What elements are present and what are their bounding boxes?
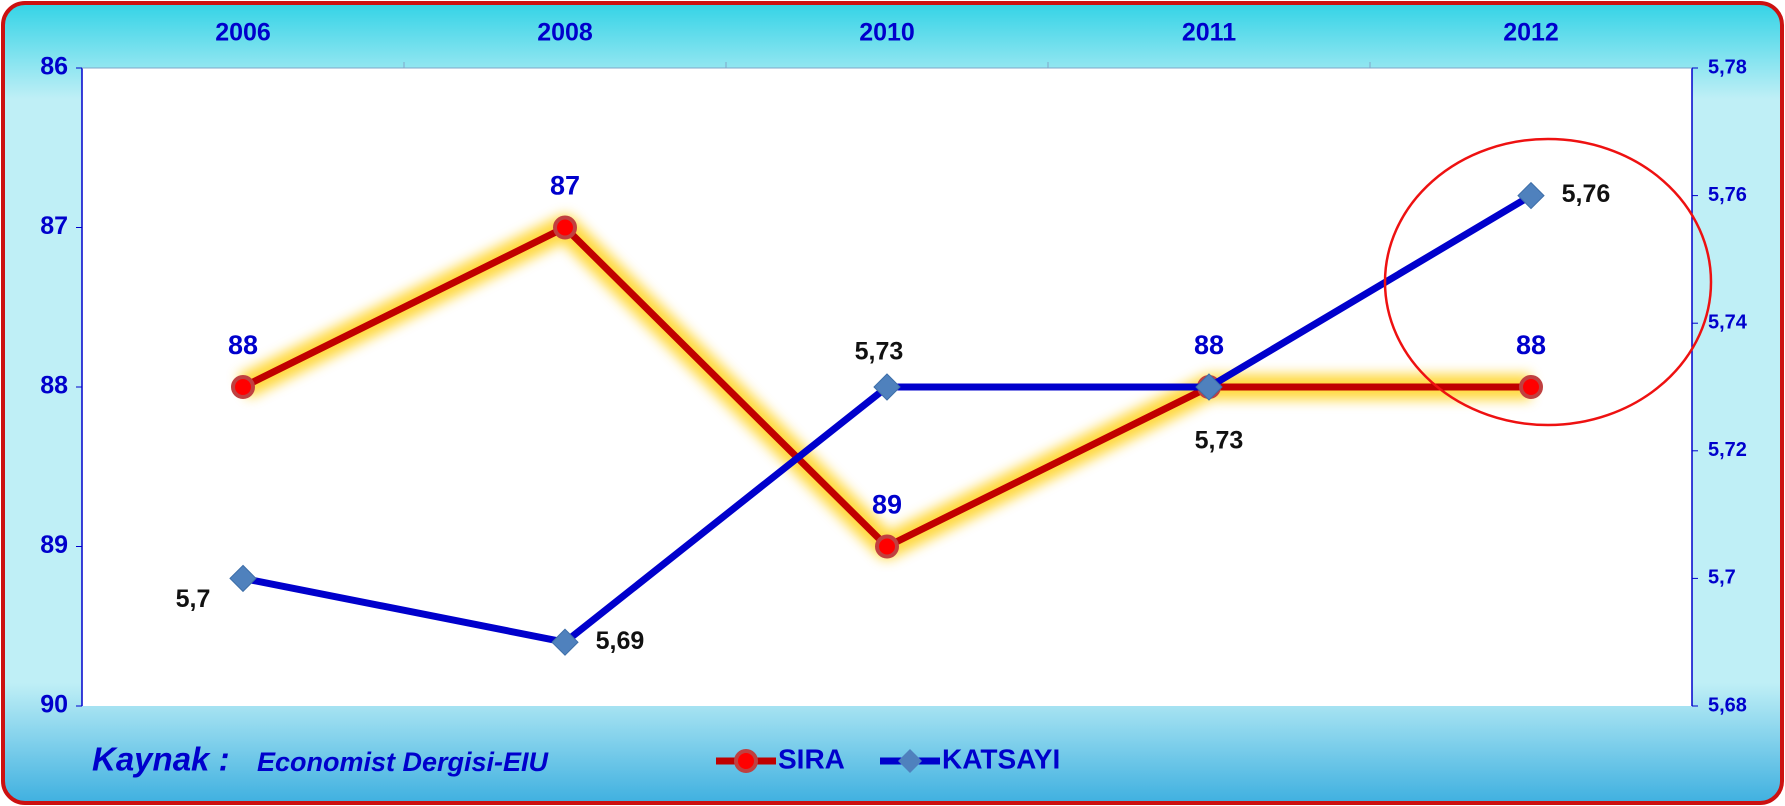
y2-tick-label: 5,74 (1708, 311, 1748, 333)
data-label: 5,73 (1195, 427, 1244, 455)
data-label: 5,76 (1562, 180, 1611, 208)
y2-tick-label: 5,78 (1708, 56, 1747, 78)
highlight-circle (1383, 137, 1713, 427)
y2-tick-label: 5,68 (1708, 694, 1747, 716)
y-tick-label: 87 (40, 212, 68, 240)
source-label: Kaynak : (92, 741, 230, 778)
legend-marker (734, 749, 758, 773)
x-tick-label: 2011 (1182, 19, 1236, 47)
x-tick-label: 2006 (215, 19, 271, 47)
marker (1195, 373, 1223, 401)
marker (1517, 181, 1545, 210)
source: Economist Dergisi-EIU (257, 747, 550, 777)
y-tick-label: 89 (40, 531, 68, 559)
y2-tick-label: 5,7 (1708, 567, 1736, 589)
data-label: 5,73 (855, 338, 904, 366)
marker (873, 373, 901, 401)
legend-label: KATSAYI (942, 743, 1060, 774)
y2-tick-label: 5,76 (1708, 184, 1747, 206)
y-tick-label: 88 (40, 372, 68, 400)
data-label: 88 (1516, 330, 1546, 360)
marker (875, 534, 899, 559)
marker (231, 375, 255, 399)
marker (1519, 375, 1543, 399)
data-label: 88 (228, 330, 258, 360)
x-tick-label: 2012 (1503, 19, 1559, 47)
x-tick-label: 2010 (859, 19, 915, 47)
data-label: 88 (1194, 330, 1224, 360)
data-label: 87 (550, 171, 580, 201)
legend-marker (898, 749, 922, 773)
x-tick-label: 2008 (537, 19, 593, 47)
marker (551, 628, 579, 656)
legend-label: SIRA (778, 743, 845, 774)
y-tick-label: 90 (40, 691, 68, 719)
data-label: 89 (872, 490, 902, 520)
data-label: 5,69 (596, 627, 645, 655)
y-tick-label: 86 (40, 53, 68, 81)
data-label: 5,7 (176, 585, 211, 613)
marker (229, 564, 257, 593)
marker (553, 215, 577, 240)
y2-tick-label: 5,72 (1708, 439, 1747, 461)
